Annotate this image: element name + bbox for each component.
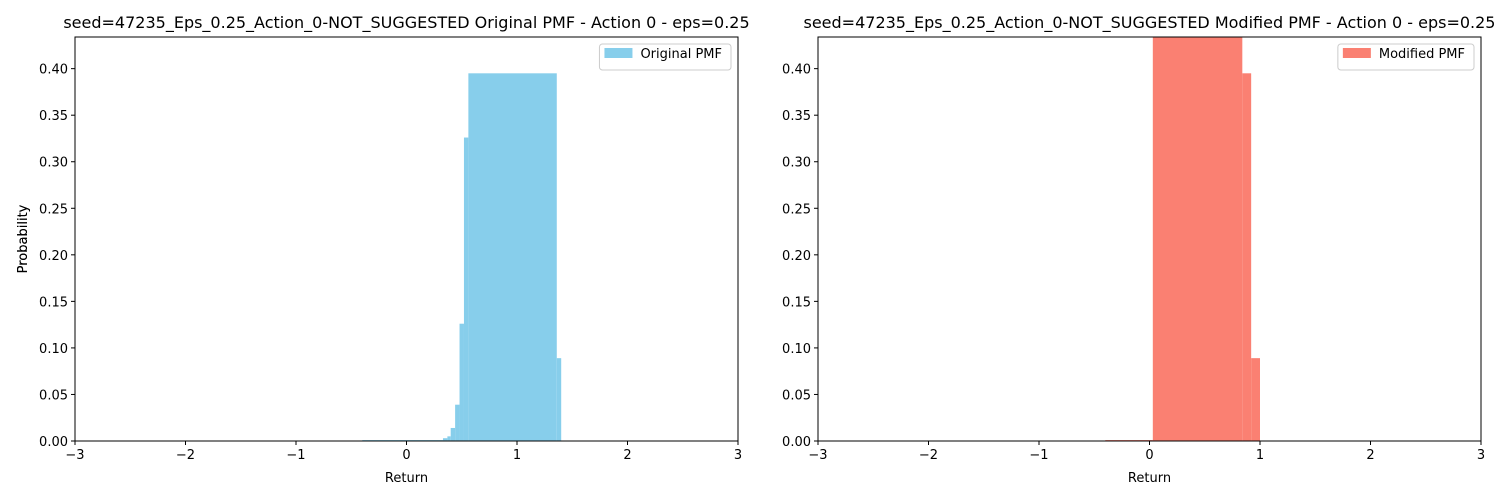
- x-tick-label: 0: [402, 448, 410, 463]
- legend-swatch: [1342, 48, 1371, 58]
- y-axis-label: Probability: [16, 204, 31, 273]
- y-tick-label: 0.30: [782, 156, 811, 171]
- legend: Modified PMF: [1337, 43, 1475, 71]
- x-tick-label: −1: [286, 448, 305, 463]
- y-tick-label: 0.25: [782, 202, 811, 217]
- x-tick-label: 0: [1145, 448, 1153, 463]
- chart-title: seed=47235_Eps_0.25_Action_0-NOT_SUGGEST…: [63, 13, 749, 33]
- x-tick-label: 2: [623, 448, 631, 463]
- axes-frame: [74, 36, 739, 442]
- chart-title: seed=47235_Eps_0.25_Action_0-NOT_SUGGEST…: [804, 13, 1496, 33]
- y-tick-label: 0.10: [782, 342, 811, 357]
- bar: [442, 438, 448, 441]
- x-tick-label: 2: [1366, 448, 1374, 463]
- x-tick-label: 3: [734, 448, 742, 463]
- x-tick-label: −1: [1029, 448, 1048, 463]
- x-tick-label: 1: [513, 448, 521, 463]
- y-tick-label: 0.30: [39, 156, 68, 171]
- y-tick-label: 0.20: [39, 249, 68, 264]
- bar: [1251, 358, 1260, 441]
- y-tick-label: 0.35: [782, 109, 811, 124]
- y-tick-label: 0.40: [782, 63, 811, 78]
- x-axis-label: Return: [1128, 471, 1171, 486]
- x-tick-label: −2: [176, 448, 195, 463]
- x-axis-label: Return: [385, 471, 428, 486]
- y-tick-label: 0.05: [782, 388, 811, 403]
- legend-box: [1337, 43, 1475, 71]
- y-tick-label: 0.40: [39, 63, 68, 78]
- bar: [447, 436, 451, 441]
- y-tick-label: 0.15: [39, 295, 68, 310]
- y-tick-label: 0.00: [39, 435, 68, 450]
- legend-label: Modified PMF: [1379, 47, 1465, 62]
- legend-swatch: [604, 48, 633, 58]
- y-tick-label: 0.05: [39, 388, 68, 403]
- x-tick-label: 3: [1477, 448, 1485, 463]
- x-tick-label: −3: [808, 448, 827, 463]
- y-tick-label: 0.35: [39, 109, 68, 124]
- y-tick-label: 0.00: [782, 435, 811, 450]
- y-tick-label: 0.15: [782, 295, 811, 310]
- y-tick-label: 0.25: [39, 202, 68, 217]
- y-tick-label: 0.10: [39, 342, 68, 357]
- bar: [1152, 37, 1243, 441]
- bar: [556, 358, 562, 441]
- x-tick-label: −3: [65, 448, 84, 463]
- legend: Original PMF: [598, 43, 732, 71]
- bar: [468, 73, 557, 441]
- y-axis-label: Probability: [16, 204, 31, 273]
- bar: [1242, 73, 1252, 441]
- plot-area: [362, 73, 562, 441]
- y-tick-label: 0.20: [782, 249, 811, 264]
- x-tick-label: 1: [1256, 448, 1264, 463]
- x-tick-label: −2: [919, 448, 938, 463]
- bar: [463, 137, 469, 441]
- plot-area: [1105, 37, 1260, 441]
- bar: [450, 427, 456, 441]
- bar: [455, 404, 460, 441]
- bar: [459, 323, 464, 441]
- axes-frame: [817, 36, 1482, 442]
- legend-label: Original PMF: [640, 47, 722, 62]
